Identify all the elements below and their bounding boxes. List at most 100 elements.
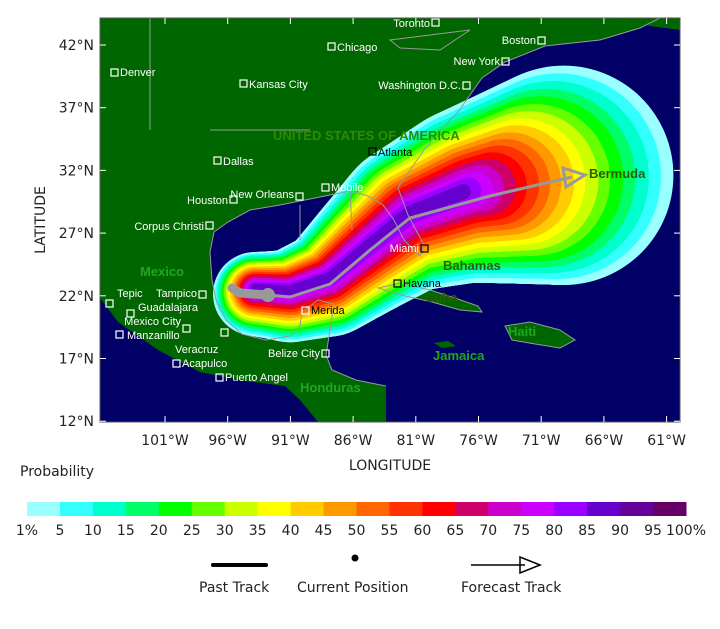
forecast-track-label: Forecast Track (461, 580, 562, 596)
city-washington: Washington D.C. (378, 80, 471, 92)
legend-tick-label: 1% (16, 523, 38, 539)
city-puerto-angel: Puerto Angel (215, 372, 288, 384)
city-toronto: Toronto (393, 18, 440, 30)
legend-tick-label: 55 (381, 523, 399, 539)
svg-text:Acapulco: Acapulco (182, 358, 227, 370)
city-new-york: New York (454, 56, 510, 68)
city-kansas-city: Kansas City (239, 79, 308, 91)
country-mexico: Mexico (140, 264, 184, 279)
svg-text:Denver: Denver (120, 67, 156, 79)
svg-text:New Orleans: New Orleans (230, 189, 294, 201)
legend-tick-label: 30 (216, 523, 234, 539)
city-guadalajara: Guadalajara (126, 302, 199, 318)
legend-swatch (323, 502, 357, 516)
legend-swatch (620, 502, 654, 516)
svg-text:Chicago: Chicago (337, 42, 377, 54)
current-position-marker (261, 288, 275, 302)
legend-swatch (27, 502, 61, 516)
city-corpus-christi: Corpus Christi (134, 221, 214, 233)
jamaica-land (434, 341, 456, 348)
legend-swatch (356, 502, 390, 516)
city-dallas: Dallas (213, 156, 254, 168)
country-bermuda: Bermuda (589, 166, 646, 181)
legend-tick-label: 70 (479, 523, 497, 539)
svg-text:Merida: Merida (311, 305, 346, 317)
city-belize-city: Belize City (268, 348, 330, 360)
legend-tick-label: 45 (315, 523, 333, 539)
x-axis-label: LONGITUDE (349, 458, 431, 474)
city-havana: Havana (393, 278, 442, 290)
svg-text:Toronto: Toronto (393, 18, 430, 30)
lon-tick-label: 96°W (208, 433, 247, 449)
svg-text:Belize City: Belize City (268, 348, 320, 360)
legend-tick-label: 40 (282, 523, 300, 539)
legend-swatch (554, 502, 588, 516)
legend-tick-label: 90 (611, 523, 629, 539)
svg-text:Miami: Miami (390, 243, 419, 255)
legend-tick-label: 20 (150, 523, 168, 539)
legend-swatch (92, 502, 127, 516)
current-position-label: Current Position (297, 580, 409, 596)
lon-tick-label: 71°W (522, 433, 561, 449)
city-tepic: Tepic (105, 288, 143, 308)
legend-tick-label: 75 (512, 523, 530, 539)
svg-text:Atlanta: Atlanta (378, 147, 413, 159)
lat-tick-label: 32°N (59, 163, 94, 179)
current-position-key-icon (351, 554, 359, 562)
svg-text:Tampico: Tampico (156, 288, 197, 300)
svg-text:Guadalajara: Guadalajara (138, 302, 199, 314)
city-acapulco: Acapulco (172, 358, 227, 370)
city-labels: Toronto Chicago Boston New York Washingt… (105, 18, 546, 384)
lon-tick-label: 81°W (396, 433, 435, 449)
forecast-track-arrowhead (561, 165, 589, 190)
lon-tick-label: 76°W (459, 433, 498, 449)
map-frame (99, 17, 681, 423)
legend-tick-label: 15 (117, 523, 135, 539)
svg-text:Houston: Houston (187, 195, 228, 207)
lon-tick-label: 101°W (141, 433, 189, 449)
city-tampico: Tampico (156, 288, 207, 300)
lon-tick-label: 66°W (585, 433, 624, 449)
legend-tick-label: 5 (55, 523, 64, 539)
legend-swatch (455, 502, 489, 516)
legend-tick-label: 65 (446, 523, 464, 539)
legend-swatch (290, 502, 325, 516)
country-bahamas: Bahamas (443, 258, 501, 273)
lat-tick-label: 42°N (59, 38, 94, 54)
legend-swatch (158, 502, 193, 516)
country-labels: UNITED STATES OF AMERICA Mexico Bahamas … (140, 128, 646, 395)
svg-text:Kansas City: Kansas City (249, 79, 308, 91)
axis-ticks: 101°W 96°W 91°W 86°W 81°W 76°W 71°W 66°W 61°W 42°… (59, 18, 686, 449)
legend-swatch (59, 502, 94, 516)
city-new-orleans: New Orleans (230, 189, 304, 201)
lat-tick-label: 37°N (59, 101, 94, 117)
svg-text:Havana: Havana (403, 278, 442, 290)
svg-text:Boston: Boston (502, 35, 536, 47)
city-boston: Boston (502, 35, 546, 47)
legend-swatch (191, 502, 226, 516)
legend-tick-label: 25 (183, 523, 201, 539)
map-panel: Toronto Chicago Boston New York Washingt… (100, 18, 680, 422)
legend-tick-label: 60 (413, 523, 431, 539)
city-chicago: Chicago (327, 42, 377, 54)
lon-tick-label: 91°W (271, 433, 310, 449)
city-manzanillo: Manzanillo (115, 330, 180, 342)
svg-text:Dallas: Dallas (223, 156, 254, 168)
svg-text:Tepic: Tepic (117, 288, 143, 300)
legend-title: Probability (20, 464, 94, 480)
legend-swatch (257, 502, 292, 516)
lon-tick-label: 86°W (334, 433, 373, 449)
lat-tick-label: 22°N (59, 289, 94, 305)
legend-swatch (488, 502, 522, 516)
country-haiti: Haiti (508, 324, 536, 339)
legend-swatch (224, 502, 259, 516)
legend-color-bar: 1% 5 10 15 20 25 30 35 40 45 50 55 60 65 70 75 80 85 90 95 1… (16, 502, 706, 539)
city-houston: Houston (187, 195, 238, 207)
city-mobile: Mobile (321, 182, 363, 194)
svg-text:Corpus Christi: Corpus Christi (134, 221, 204, 233)
country-usa: UNITED STATES OF AMERICA (273, 128, 460, 143)
legend-tick-label: 85 (578, 523, 596, 539)
city-mexico-city: Mexico City (124, 316, 191, 333)
legend-swatch (587, 502, 621, 516)
